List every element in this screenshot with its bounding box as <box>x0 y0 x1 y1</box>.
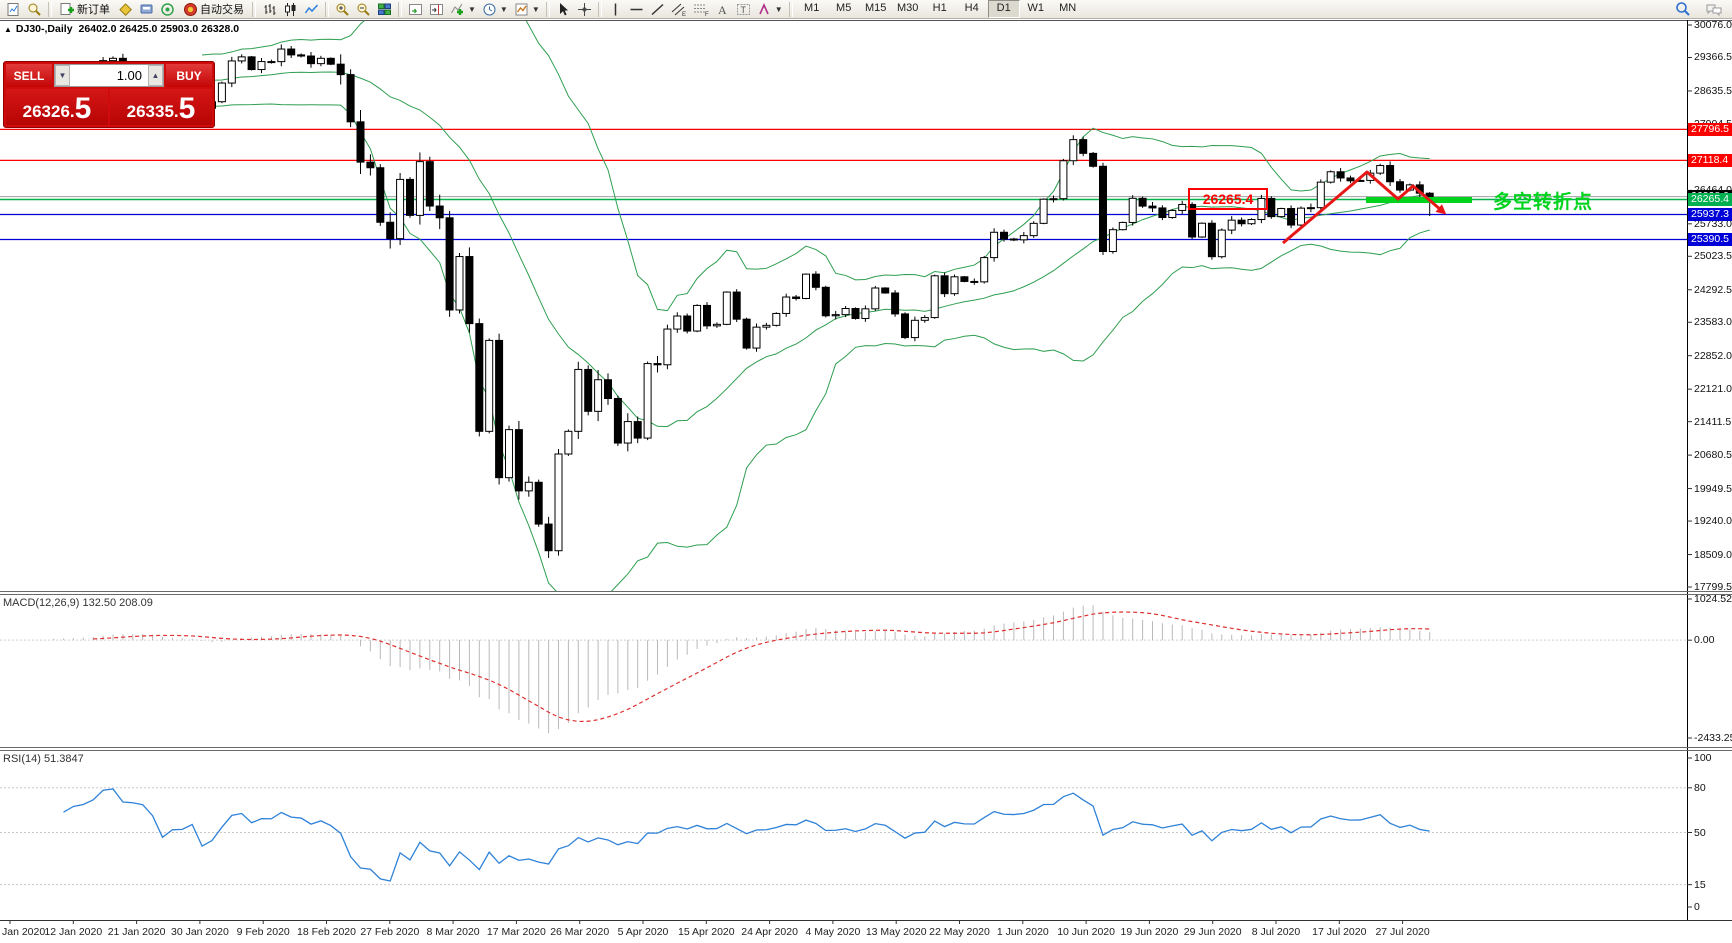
svg-text:T: T <box>740 5 746 15</box>
trendline-button[interactable] <box>647 1 668 18</box>
templates-button[interactable]: ▼ <box>511 1 543 18</box>
toolbar-separator <box>545 1 550 17</box>
arrows-button[interactable]: ▼ <box>754 1 786 18</box>
macd-panel <box>0 605 1687 734</box>
volume-down-button[interactable]: ▼ <box>55 65 70 86</box>
chevron-down-icon: ▼ <box>468 4 476 14</box>
timeframe-button-M1[interactable]: M1 <box>804 2 820 14</box>
text-label-button[interactable]: T <box>733 1 754 18</box>
equidistant-channel-button[interactable]: E <box>668 1 690 18</box>
crosshair-button[interactable] <box>574 1 595 18</box>
tile-windows-button[interactable] <box>374 1 395 18</box>
signals-button[interactable] <box>157 1 178 18</box>
timeframe-bar: M1 M5 M15 M30 H1 H4 D1 W1 MN <box>796 0 1084 18</box>
timeframe-button-M30[interactable]: M30 <box>896 2 919 14</box>
cursor-button[interactable] <box>553 1 574 18</box>
auto-scroll-button[interactable] <box>405 1 426 18</box>
rsi-panel <box>0 787 1687 886</box>
sell-price-frac: 5 <box>74 92 92 125</box>
svg-text:A: A <box>718 3 727 17</box>
toolbar-separator <box>788 1 793 17</box>
candlestick-series <box>10 44 1434 558</box>
timeframe-button-M5[interactable]: M5 <box>836 2 852 14</box>
toolbar-separator <box>398 1 402 17</box>
sell-price[interactable]: 26326. 5 <box>6 89 108 125</box>
trend-zigzag-arrow <box>1282 170 1442 245</box>
bollinger-bands <box>202 21 1430 591</box>
toolbar-separator <box>325 1 329 17</box>
buy-button[interactable]: BUY <box>166 64 212 87</box>
toolbar: 新订单 自动交易 ▼ ▼ ▼ E F A T ▼ M1 M5 M15 M30 H1 H4 D… <box>0 0 1732 19</box>
candle-mode-button[interactable] <box>280 1 301 18</box>
autotrading-button[interactable]: 自动交易 <box>178 1 249 18</box>
chart-frame <box>0 20 1732 924</box>
sell-price-dot: . <box>69 102 75 121</box>
vertical-line-button[interactable] <box>605 1 626 18</box>
line-mode-button[interactable] <box>301 1 322 18</box>
chevron-down-icon: ▼ <box>774 4 783 14</box>
terminal-button[interactable] <box>136 1 157 18</box>
sell-button[interactable]: SELL <box>6 64 52 87</box>
timeframe-button-H4[interactable]: H4 <box>964 2 979 14</box>
zoom-out-button[interactable] <box>353 1 374 18</box>
chart-area[interactable]: ▲ DJ30-,Daily 26402.0 26425.0 25903.0 2632… <box>0 19 1732 943</box>
toolbar-separator <box>48 1 52 17</box>
chevron-down-icon: ▼ <box>531 4 540 14</box>
svg-text:F: F <box>705 12 709 17</box>
timeframe-button-W1[interactable]: W1 <box>1027 2 1044 14</box>
toolbar-separator <box>252 1 256 17</box>
new-order-button[interactable]: 新订单 <box>55 1 115 18</box>
new-order-label: 新订单 <box>77 4 110 16</box>
autotrading-label: 自动交易 <box>200 4 244 16</box>
timeframe-button-H1[interactable]: H1 <box>932 2 947 14</box>
new-chart-button[interactable] <box>3 1 24 18</box>
horizontal-line-button[interactable] <box>626 1 647 18</box>
horizontal-level-lines <box>0 128 1687 241</box>
buy-price[interactable]: 26335. 5 <box>110 89 212 125</box>
periods-button[interactable]: ▼ <box>479 1 511 18</box>
chart-shift-button[interactable] <box>426 1 447 18</box>
chat-icon[interactable] <box>1702 1 1726 18</box>
volume-input[interactable] <box>70 65 148 86</box>
timeframe-button-MN[interactable]: MN <box>1059 2 1077 14</box>
text-button[interactable]: A <box>712 1 733 18</box>
sell-price-main: 26326 <box>22 102 70 121</box>
indicators-button[interactable]: ▼ <box>447 1 479 18</box>
volume-up-button[interactable]: ▲ <box>148 65 163 86</box>
fibonacci-button[interactable]: F <box>690 1 712 18</box>
buy-price-frac: 5 <box>178 92 196 125</box>
buy-price-main: 26335 <box>126 102 174 121</box>
search-icon[interactable] <box>1672 1 1694 18</box>
svg-text:E: E <box>682 12 686 17</box>
toolbar-separator <box>597 1 602 17</box>
chart-profiles-button[interactable] <box>24 1 45 18</box>
support-zone-bar <box>1366 197 1472 203</box>
zoom-in-button[interactable] <box>332 1 353 18</box>
arrowhead-icon <box>1435 204 1447 215</box>
timeframe-button-D1[interactable]: D1 <box>987 0 1020 18</box>
metaeditor-button[interactable] <box>115 1 136 18</box>
timeframe-button-M15[interactable]: M15 <box>864 2 887 14</box>
bar-chart-mode-button[interactable] <box>259 1 280 18</box>
chevron-down-icon: ▼ <box>499 4 508 14</box>
one-click-trading-panel: SELL ▼ ▲ BUY 26326.5 26335.5 <box>3 61 215 128</box>
buy-price-dot: . <box>173 102 179 121</box>
